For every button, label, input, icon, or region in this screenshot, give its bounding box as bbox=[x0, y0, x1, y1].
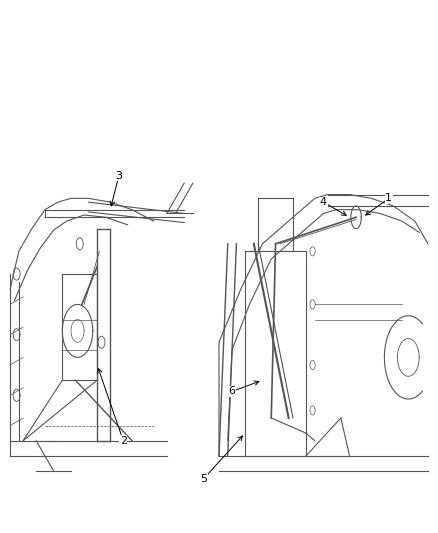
Text: 6: 6 bbox=[229, 386, 236, 397]
Text: 3: 3 bbox=[115, 171, 122, 181]
Text: 2: 2 bbox=[120, 435, 127, 446]
Text: 1: 1 bbox=[385, 193, 392, 203]
Text: 4: 4 bbox=[320, 197, 327, 207]
Text: 5: 5 bbox=[200, 474, 207, 483]
